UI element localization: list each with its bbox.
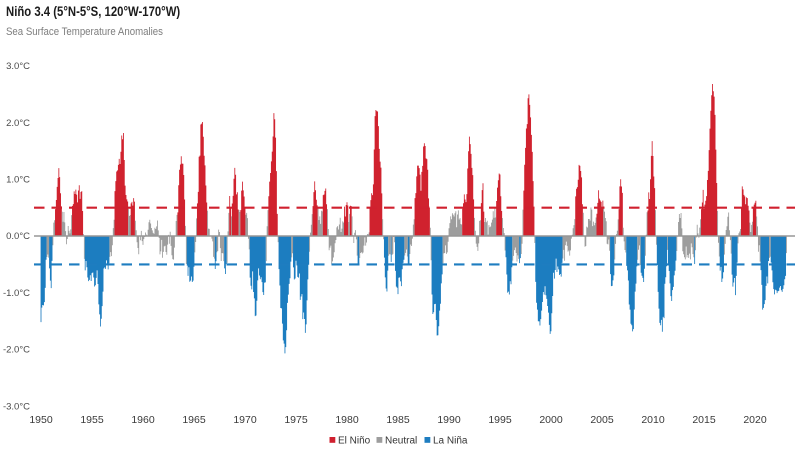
svg-text:1985: 1985 <box>386 414 410 426</box>
svg-text:2015: 2015 <box>692 414 716 426</box>
svg-text:Neutral: Neutral <box>385 436 417 447</box>
svg-text:1950: 1950 <box>29 414 53 426</box>
svg-text:-2.0°C: -2.0°C <box>3 345 30 356</box>
svg-text:2000: 2000 <box>539 414 563 426</box>
svg-text:1980: 1980 <box>335 414 359 426</box>
svg-text:1970: 1970 <box>233 414 257 426</box>
svg-text:2005: 2005 <box>590 414 614 426</box>
svg-text:3.0°C: 3.0°C <box>6 61 30 72</box>
svg-text:1960: 1960 <box>131 414 155 426</box>
svg-text:1995: 1995 <box>488 414 512 426</box>
svg-text:1965: 1965 <box>182 414 206 426</box>
svg-text:El Niño: El Niño <box>338 436 371 447</box>
svg-text:1990: 1990 <box>437 414 461 426</box>
svg-text:1.0°C: 1.0°C <box>6 175 30 186</box>
svg-text:1975: 1975 <box>284 414 308 426</box>
svg-text:0.0°C: 0.0°C <box>6 231 30 242</box>
svg-text:2010: 2010 <box>641 414 665 426</box>
svg-text:2020: 2020 <box>743 414 767 426</box>
svg-text:-3.0°C: -3.0°C <box>3 401 30 412</box>
svg-text:1955: 1955 <box>80 414 104 426</box>
svg-text:2.0°C: 2.0°C <box>6 118 30 129</box>
svg-text:-1.0°C: -1.0°C <box>3 288 30 299</box>
svg-text:La Niña: La Niña <box>433 436 468 447</box>
